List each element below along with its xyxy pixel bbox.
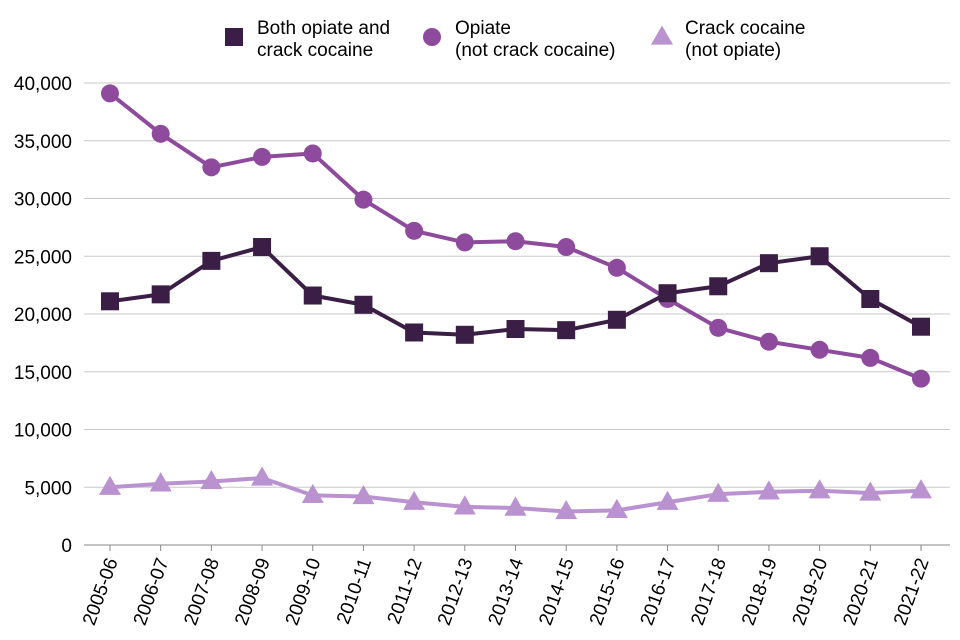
x-tick-label: 2016-17 xyxy=(637,556,681,629)
legend-item: Crack cocaine(not opiate) xyxy=(651,18,805,61)
x-axis: 2005-06 2006-07 2007-08 2008-09 2009-10 2010-… xyxy=(79,544,950,629)
data-point xyxy=(303,144,322,163)
data-point xyxy=(251,466,274,486)
data-point xyxy=(557,238,576,257)
legend-label: (not crack cocaine) xyxy=(455,40,616,61)
x-tick-label: 2011-12 xyxy=(384,556,427,627)
x-tick-label: 2017-18 xyxy=(687,556,731,629)
data-point xyxy=(202,158,221,177)
x-tick-label: 2008-09 xyxy=(231,556,275,629)
legend-circle-icon xyxy=(423,28,441,46)
data-point xyxy=(759,254,778,273)
data-point xyxy=(607,310,626,329)
legend-item: Opiate(not crack cocaine) xyxy=(423,18,616,61)
x-tick-label: 2020-21 xyxy=(839,556,883,629)
data-point xyxy=(354,295,373,314)
data-point xyxy=(605,498,628,519)
data-point xyxy=(910,479,932,499)
series-circle xyxy=(101,84,930,388)
series-triangle xyxy=(99,466,932,520)
y-tick-label: 0 xyxy=(61,536,72,557)
y-tick-label: 5,000 xyxy=(24,478,72,499)
data-point xyxy=(253,147,272,166)
data-point xyxy=(352,485,375,505)
y-tick-label: 40,000 xyxy=(14,74,72,95)
x-tick-label: 2010-11 xyxy=(333,556,376,627)
data-point xyxy=(912,369,930,388)
legend-label: Opiate xyxy=(455,18,511,39)
x-tick-label: 2005-06 xyxy=(79,556,123,629)
x-tick-label: 2015-16 xyxy=(586,556,630,629)
data-point xyxy=(859,481,882,501)
x-tick-label: 2013-14 xyxy=(485,555,529,628)
data-point xyxy=(151,285,170,304)
data-point xyxy=(861,348,880,367)
legend-label: crack cocaine xyxy=(257,40,373,61)
y-tick-label: 35,000 xyxy=(14,132,72,153)
legend-square-icon xyxy=(225,28,243,46)
data-point xyxy=(808,479,831,499)
data-point xyxy=(99,475,121,495)
y-axis: 0 5,000 10,000 15,000 20,000 25,000 30,000 35,0… xyxy=(14,74,72,557)
data-point xyxy=(403,490,426,510)
data-point xyxy=(506,232,525,251)
data-point xyxy=(405,323,424,342)
x-tick-label: 2007-08 xyxy=(180,556,224,629)
data-point xyxy=(301,483,324,503)
legend-label: (not opiate) xyxy=(685,40,781,61)
x-tick-label: 2018-19 xyxy=(738,556,782,629)
data-point xyxy=(709,277,728,296)
data-point xyxy=(506,320,525,339)
data-point xyxy=(757,480,780,500)
data-point xyxy=(810,340,829,359)
data-point xyxy=(455,325,474,344)
data-point xyxy=(557,321,576,340)
data-point xyxy=(405,221,424,240)
data-point xyxy=(303,286,322,305)
data-point xyxy=(354,190,373,209)
data-point xyxy=(912,317,930,336)
x-tick-label: 2009-10 xyxy=(282,556,326,629)
data-point xyxy=(555,500,578,520)
data-point xyxy=(709,318,728,337)
gridlines xyxy=(84,82,950,488)
x-tick-label: 2019-20 xyxy=(789,556,833,629)
legend-label: Both opiate and xyxy=(257,18,390,39)
data-point xyxy=(658,284,677,303)
data-point xyxy=(149,472,172,492)
data-point xyxy=(607,258,626,277)
series-group xyxy=(99,84,932,520)
data-point xyxy=(200,469,223,490)
data-point xyxy=(656,490,679,510)
data-point xyxy=(101,84,119,103)
y-tick-label: 25,000 xyxy=(14,247,72,268)
data-point xyxy=(453,495,476,515)
data-point xyxy=(253,238,272,257)
data-point xyxy=(504,496,527,516)
series-square xyxy=(101,238,930,344)
data-point xyxy=(861,289,880,308)
data-point xyxy=(759,332,778,351)
data-point xyxy=(810,247,829,266)
x-tick-label: 2014-15 xyxy=(535,556,579,629)
data-point xyxy=(202,251,221,270)
y-tick-label: 10,000 xyxy=(14,421,72,442)
legend-triangle-icon xyxy=(651,25,673,45)
x-tick-label: 2012-13 xyxy=(434,556,478,629)
y-tick-label: 15,000 xyxy=(14,363,72,384)
y-tick-label: 20,000 xyxy=(14,305,72,326)
data-point xyxy=(707,482,730,502)
x-tick-label: 2006-07 xyxy=(130,556,174,629)
y-tick-label: 30,000 xyxy=(14,190,72,211)
legend-label: Crack cocaine xyxy=(685,18,805,39)
data-point xyxy=(151,124,170,143)
data-point xyxy=(455,233,474,252)
data-point xyxy=(101,292,119,311)
x-tick-label: 2021-22 xyxy=(890,556,934,629)
